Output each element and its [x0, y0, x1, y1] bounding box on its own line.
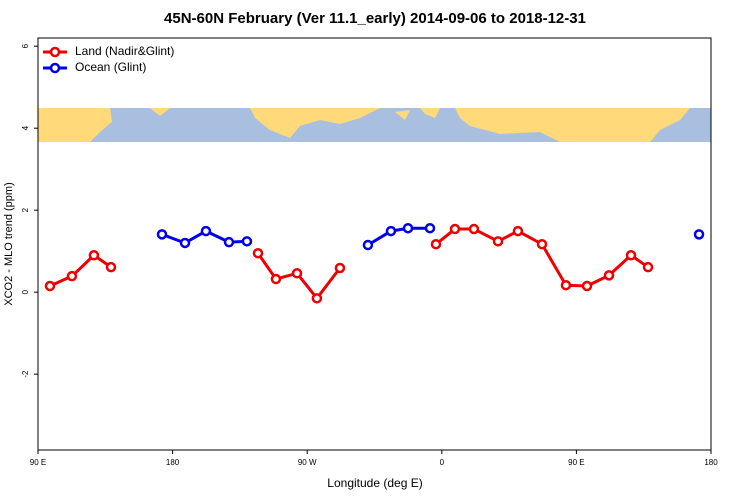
data-point — [270, 273, 282, 285]
data-point — [156, 229, 168, 240]
chart-title: 45N-60N February (Ver 11.1_early) 2014-0… — [164, 10, 586, 27]
x-tick-label: 90 E — [30, 458, 46, 467]
data-point — [200, 225, 212, 237]
x-axis-label: Longitude (deg E) — [327, 476, 422, 490]
data-point — [693, 229, 705, 240]
y-tick-label: 4 — [21, 125, 30, 130]
data-point — [424, 222, 436, 234]
data-point — [179, 237, 191, 249]
legend-label: Ocean (Glint) — [75, 60, 146, 74]
y-tick-label: 2 — [21, 207, 30, 212]
x-tick-label: 90 W — [298, 458, 317, 467]
data-point — [581, 280, 593, 292]
data-point — [334, 262, 346, 274]
data-point — [252, 247, 264, 259]
data-point — [449, 223, 461, 235]
data-point — [223, 236, 235, 248]
y-tick-label: -2 — [21, 370, 30, 378]
map-band — [38, 108, 711, 142]
data-point — [311, 293, 323, 304]
legend-marker — [49, 46, 61, 58]
data-point — [66, 270, 78, 282]
x-tick-label: 90 E — [568, 458, 584, 467]
y-tick-label: 0 — [21, 289, 30, 294]
x-tick-label: 0 — [440, 458, 445, 467]
x-tick-label: 180 — [166, 458, 180, 467]
data-point — [642, 261, 654, 273]
x-tick-label: 180 — [704, 458, 718, 467]
data-point — [362, 239, 374, 251]
data-point — [88, 250, 100, 261]
y-axis-label: XCO2 - MLO trend (ppm) — [3, 182, 15, 305]
data-point — [625, 250, 637, 261]
data-point — [512, 225, 524, 237]
data-point — [402, 222, 414, 234]
y-tick-label: 6 — [21, 43, 30, 48]
data-point — [492, 236, 504, 247]
legend-label: Land (Nadir&Glint) — [75, 44, 174, 58]
data-point — [430, 238, 442, 250]
data-point — [536, 238, 548, 250]
plot-frame — [37, 37, 712, 451]
data-point — [44, 280, 56, 292]
data-point — [241, 236, 253, 247]
legend-marker — [49, 62, 61, 74]
data-point — [291, 268, 303, 279]
data-point — [560, 279, 572, 291]
data-point — [105, 261, 117, 273]
data-point — [603, 270, 615, 281]
data-point — [468, 223, 480, 235]
data-point — [385, 225, 397, 237]
